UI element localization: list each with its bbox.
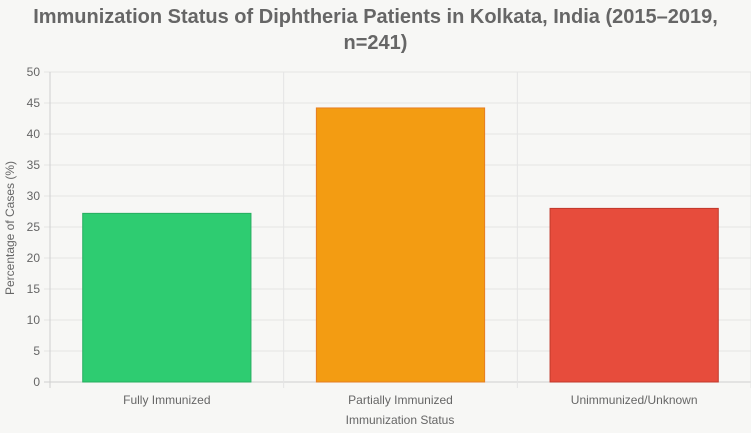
y-tick-label: 30 <box>27 189 41 203</box>
y-tick-label: 10 <box>27 313 41 327</box>
bar-partially-immunized[interactable] <box>315 107 486 383</box>
chart-title: Immunization Status of Diphtheria Patien… <box>33 6 718 54</box>
y-tick-label: 25 <box>27 220 41 234</box>
x-tick-label: Fully Immunized <box>123 393 210 407</box>
bar-unimmunized-unknown[interactable] <box>549 207 719 383</box>
y-tick-label: 20 <box>27 251 41 265</box>
bar-series <box>82 107 719 383</box>
x-tick-label: Unimmunized/Unknown <box>571 393 698 407</box>
x-axis-title: Immunization Status <box>346 413 455 427</box>
y-tick-label: 5 <box>33 344 40 358</box>
y-tick-label: 0 <box>33 375 40 389</box>
y-tick-label: 45 <box>27 96 41 110</box>
axes: 0 5 10 15 20 25 30 35 40 45 50 Fully Immunized Parti… <box>27 65 698 407</box>
bar-fully-immunized[interactable] <box>82 212 252 383</box>
y-tick-label: 40 <box>27 127 41 141</box>
x-tick-label: Partially Immunized <box>348 393 453 407</box>
y-tick-label: 35 <box>27 158 41 172</box>
y-axis-title: Percentage of Cases (%) <box>3 161 17 295</box>
y-tick-label: 50 <box>27 65 41 79</box>
y-tick-label: 15 <box>27 282 41 296</box>
